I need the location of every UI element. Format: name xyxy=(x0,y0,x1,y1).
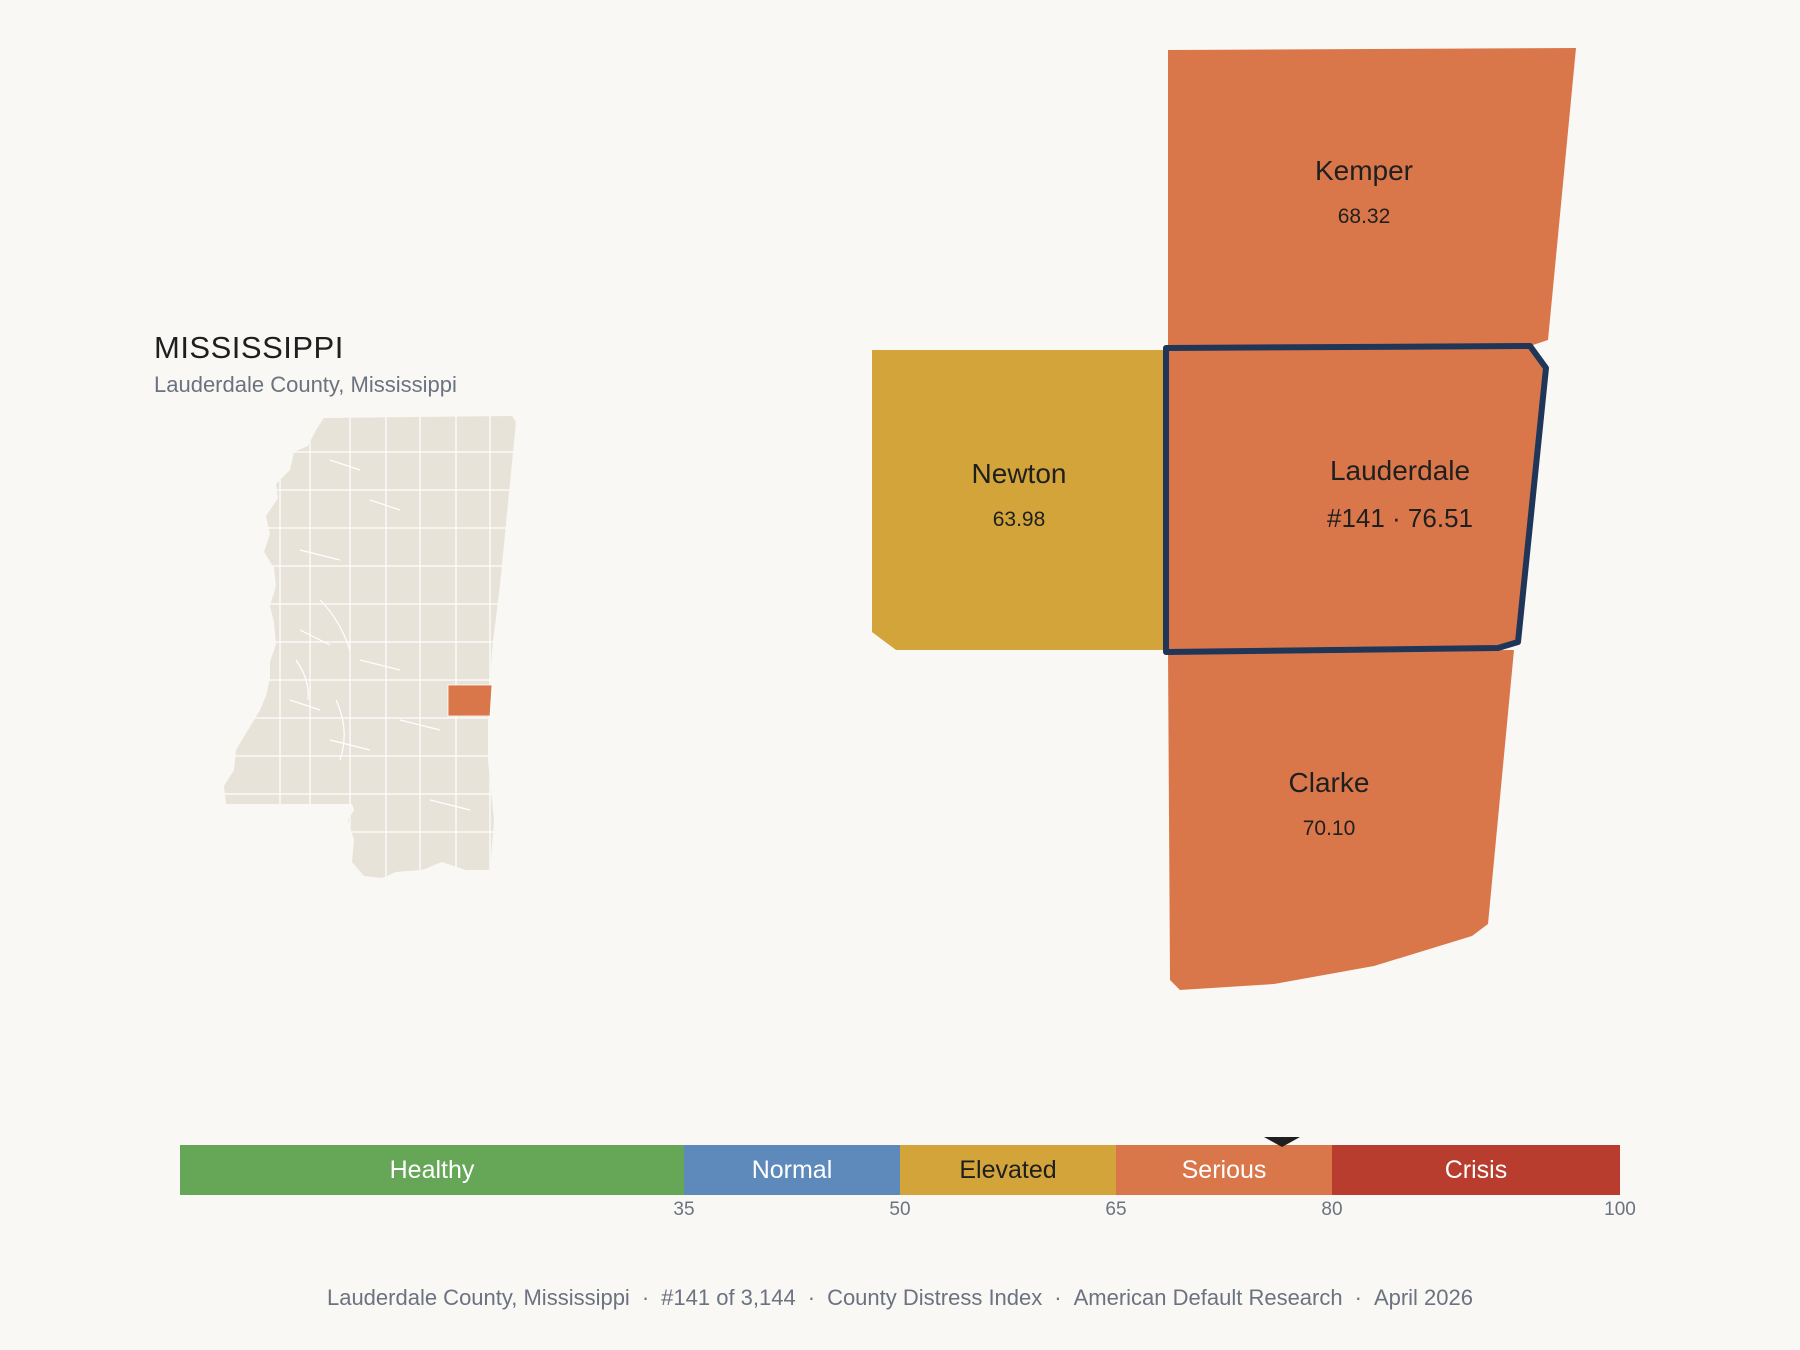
county-name-newton: Newton xyxy=(972,458,1067,489)
county-detail-map: Kemper 68.32 Newton 63.98 Clarke 70.10 L… xyxy=(872,48,1576,990)
county-subtitle: Lauderdale County, Mississippi xyxy=(154,372,457,397)
legend-band-serious: Serious xyxy=(1116,1145,1332,1195)
footer-county: Lauderdale County, Mississippi xyxy=(326,1285,630,1310)
county-value-clarke: 70.10 xyxy=(1303,817,1356,840)
legend-band-crisis: Crisis xyxy=(1332,1145,1620,1195)
legend-tick-65: 65 xyxy=(1105,1199,1127,1220)
footer: Lauderdale County, Mississippi · #141 of 3… xyxy=(326,1285,1474,1310)
footer-date: April 2026 xyxy=(1373,1285,1474,1310)
legend-band-normal: Normal xyxy=(684,1145,900,1195)
legend-tick-35: 35 xyxy=(673,1199,695,1220)
legend-tick-50: 50 xyxy=(889,1199,911,1220)
county-kemper[interactable]: Kemper 68.32 xyxy=(1168,48,1576,350)
legend-tick-100: 100 xyxy=(1604,1199,1636,1220)
selected-county-outline xyxy=(1163,343,1549,655)
footer-index: County Distress Index xyxy=(827,1285,1043,1310)
legend-tick-80: 80 xyxy=(1321,1199,1343,1220)
footer-rank: #141 of 3,144 xyxy=(661,1285,796,1310)
county-value-lauderdale: #141 · 76.51 xyxy=(1327,503,1473,533)
county-value-newton: 63.98 xyxy=(993,508,1046,531)
footer-source: American Default Research xyxy=(1073,1285,1343,1310)
county-name-kemper: Kemper xyxy=(1315,155,1413,186)
score-marker xyxy=(1263,1137,1300,1147)
distress-legend: Healthy Normal Elevated Serious Crisis 35 50 65… xyxy=(180,1137,1636,1225)
county-value-kemper: 68.32 xyxy=(1338,205,1391,228)
county-lauderdale[interactable]: Lauderdale #141 · 76.51 xyxy=(1163,343,1549,655)
legend-band-elevated: Elevated xyxy=(900,1145,1116,1195)
county-newton[interactable]: Newton 63.98 xyxy=(872,350,1166,650)
state-inset-map xyxy=(224,416,516,878)
county-name-clarke: Clarke xyxy=(1289,767,1370,798)
state-title: MISSISSIPPI xyxy=(154,330,344,365)
inset-highlight-lauderdale xyxy=(447,684,493,717)
county-clarke[interactable]: Clarke 70.10 xyxy=(1168,650,1514,990)
county-name-lauderdale: Lauderdale xyxy=(1330,455,1470,486)
legend-band-healthy: Healthy xyxy=(180,1145,684,1195)
